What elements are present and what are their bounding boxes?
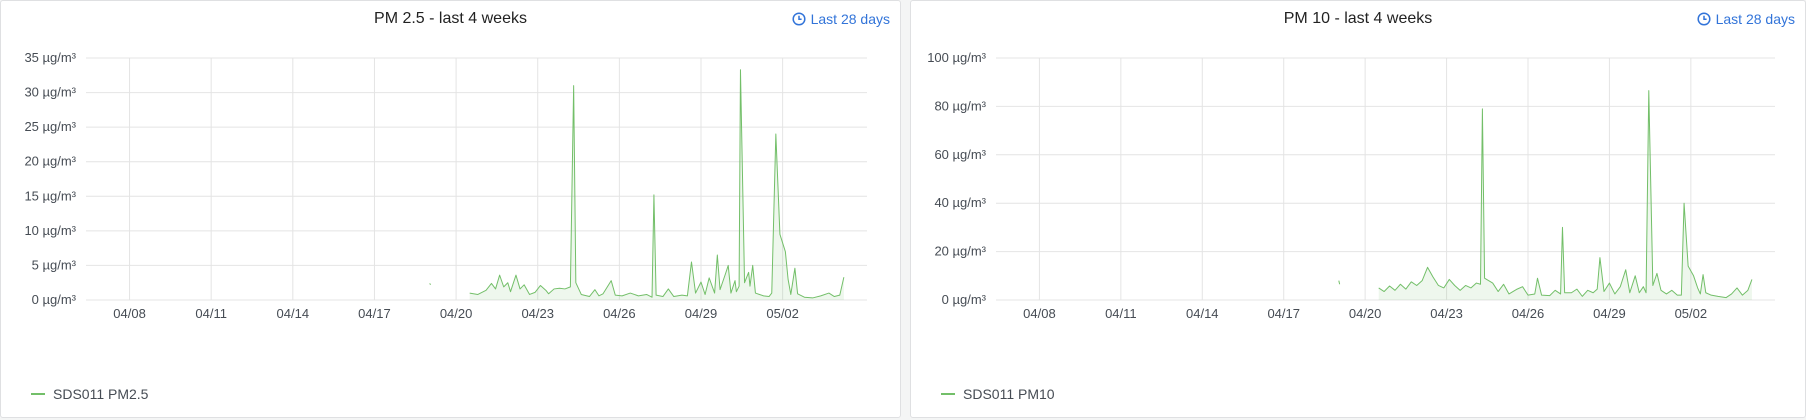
x-tick-label: 04/14 bbox=[1186, 306, 1219, 321]
x-tick-label: 04/08 bbox=[1023, 306, 1056, 321]
legend-label: SDS011 PM10 bbox=[963, 386, 1055, 402]
clock-icon bbox=[1697, 12, 1711, 26]
y-tick-label: 35 µg/m³ bbox=[24, 50, 76, 65]
y-tick-label: 60 µg/m³ bbox=[934, 147, 986, 162]
y-tick-label: 0 µg/m³ bbox=[32, 292, 77, 307]
legend-swatch bbox=[31, 393, 45, 395]
series-line bbox=[1378, 90, 1753, 299]
legend-label: SDS011 PM2.5 bbox=[53, 386, 149, 402]
y-tick-label: 80 µg/m³ bbox=[934, 98, 986, 113]
panel-title: PM 10 - last 4 weeks bbox=[1283, 10, 1433, 27]
legend-swatch bbox=[941, 393, 955, 395]
panel-title: PM 2.5 - last 4 weeks bbox=[374, 10, 527, 27]
y-tick-label: 10 µg/m³ bbox=[24, 223, 76, 238]
pm10-panel: PM 10 - last 4 weeks Last 28 days 0 µg/m… bbox=[910, 0, 1806, 418]
y-tick-label: 30 µg/m³ bbox=[24, 85, 76, 100]
series-area bbox=[1378, 90, 1752, 300]
legend-item[interactable]: SDS011 PM2.5 bbox=[31, 386, 148, 402]
time-range-link[interactable]: Last 28 days bbox=[792, 10, 890, 28]
y-tick-label: 0 µg/m³ bbox=[942, 292, 987, 307]
y-tick-label: 40 µg/m³ bbox=[934, 195, 986, 210]
x-tick-label: 04/23 bbox=[1430, 306, 1463, 321]
series-line bbox=[429, 283, 431, 286]
pm25-panel: PM 2.5 - last 4 weeks Last 28 days 0 µg/… bbox=[0, 0, 901, 418]
pm10-chart: 0 µg/m³ 20 µg/m³ 40 µg/m³ 60 µg/m³ 80 µg/m³ 1… bbox=[927, 50, 1775, 321]
x-tick-label: 05/02 bbox=[766, 306, 799, 321]
x-tick-label: 04/20 bbox=[440, 306, 473, 321]
x-tick-label: 04/08 bbox=[113, 306, 146, 321]
pm25-chart: 0 µg/m³ 5 µg/m³ 10 µg/m³ 15 µg/m³ 20 µg/m³ 25… bbox=[24, 50, 867, 321]
y-tick-label: 15 µg/m³ bbox=[24, 188, 76, 203]
y-tick-label: 25 µg/m³ bbox=[24, 119, 76, 134]
x-tick-label: 04/26 bbox=[603, 306, 636, 321]
time-range-link[interactable]: Last 28 days bbox=[1697, 10, 1795, 28]
x-tick-label: 04/11 bbox=[195, 306, 227, 321]
y-tick-label: 20 µg/m³ bbox=[24, 154, 76, 169]
clock-icon bbox=[792, 12, 806, 26]
x-tick-label: 04/11 bbox=[1105, 306, 1137, 321]
time-range-label: Last 28 days bbox=[1715, 11, 1795, 27]
y-tick-label: 5 µg/m³ bbox=[32, 257, 77, 272]
x-tick-label: 04/14 bbox=[277, 306, 310, 321]
y-tick-label: 20 µg/m³ bbox=[934, 244, 986, 259]
x-tick-label: 04/17 bbox=[1267, 306, 1300, 321]
x-tick-label: 04/23 bbox=[521, 306, 554, 321]
x-tick-label: 04/29 bbox=[1593, 306, 1626, 321]
x-tick-label: 04/29 bbox=[685, 306, 718, 321]
x-tick-label: 05/02 bbox=[1675, 306, 1708, 321]
series-line bbox=[469, 69, 845, 299]
y-tick-label: 100 µg/m³ bbox=[927, 50, 986, 65]
legend-item[interactable]: SDS011 PM10 bbox=[941, 386, 1055, 402]
time-range-label: Last 28 days bbox=[810, 11, 890, 27]
x-tick-label: 04/20 bbox=[1349, 306, 1382, 321]
series-line bbox=[1338, 280, 1341, 285]
x-tick-label: 04/26 bbox=[1512, 306, 1545, 321]
x-tick-label: 04/17 bbox=[358, 306, 391, 321]
